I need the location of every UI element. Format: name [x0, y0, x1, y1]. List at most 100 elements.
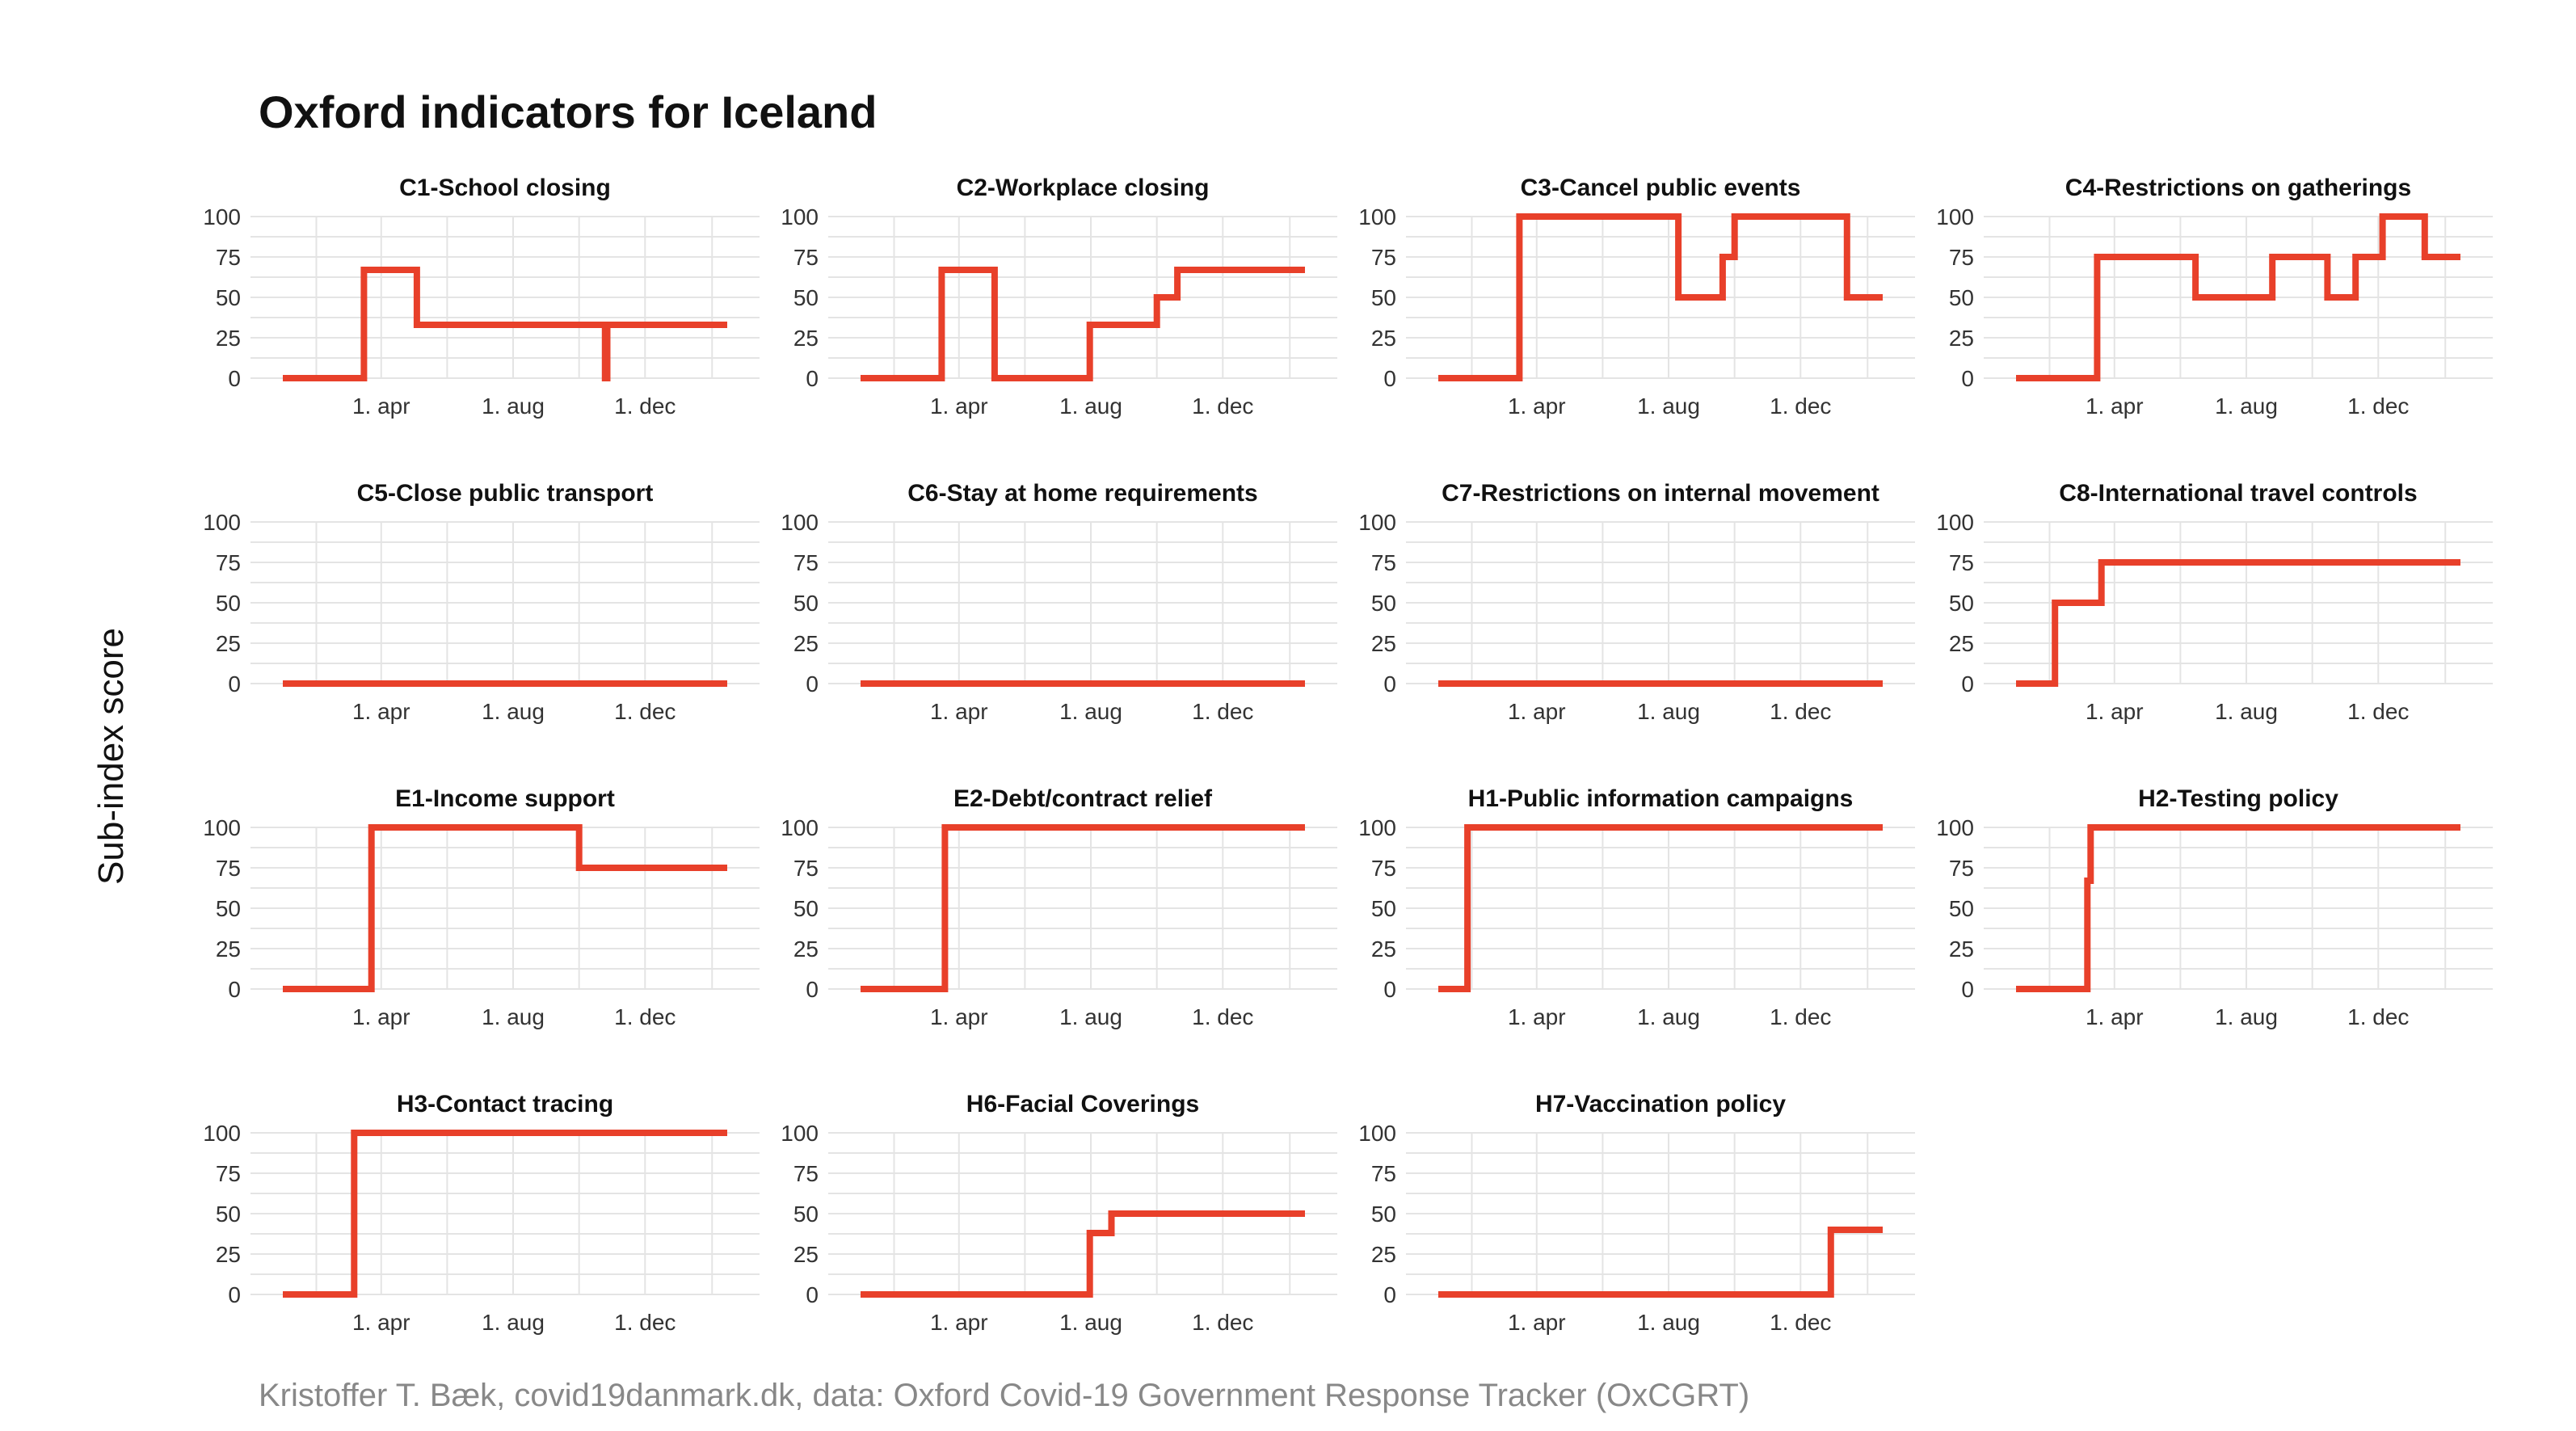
y-tick-label: 25 [216, 326, 241, 351]
y-tick-label: 75 [1371, 245, 1396, 270]
y-tick-label: 25 [1949, 631, 1974, 656]
x-tick-label: 1. aug [1637, 394, 1700, 419]
y-tick-label: 100 [781, 204, 819, 229]
x-tick-label: 1. aug [482, 1310, 545, 1335]
x-tick-label: 1. apr [930, 1004, 988, 1029]
x-tick-label: 1. aug [2215, 1004, 2278, 1029]
y-tick-label: 100 [203, 815, 241, 840]
panel-11: H1-Public information campaigns 0 25 50 75 10… [1358, 785, 1915, 1029]
panel-title: E2-Debt/contract relief [953, 785, 1213, 812]
panel-title: E1-Income support [395, 785, 615, 812]
x-tick-label: 1. apr [352, 1004, 410, 1029]
y-tick-label: 0 [1383, 366, 1396, 391]
x-tick-label: 1. dec [614, 699, 676, 724]
y-tick-label: 75 [793, 245, 819, 270]
panel-title: H6-Facial Coverings [966, 1091, 1199, 1117]
x-tick-label: 1. aug [482, 699, 545, 724]
facet-panels: C1-School closing 0 25 50 75 100 1. apr 1. aug 1… [203, 175, 2493, 1335]
series-line [1438, 213, 1883, 381]
panel-title: C6-Stay at home requirements [907, 480, 1257, 507]
x-tick-label: 1. apr [930, 699, 988, 724]
y-tick-label: 75 [793, 856, 819, 881]
panel-title: C3-Cancel public events [1521, 175, 1801, 201]
y-tick-label: 0 [806, 1282, 819, 1307]
y-tick-label: 50 [1949, 285, 1974, 310]
y-tick-label: 50 [216, 1202, 241, 1227]
y-tick-label: 75 [793, 1161, 819, 1186]
y-tick-label: 75 [793, 550, 819, 575]
panel-title: C1-School closing [399, 175, 611, 201]
y-tick-label: 75 [1371, 550, 1396, 575]
y-tick-label: 0 [1961, 671, 1974, 697]
panel-title: H1-Public information campaigns [1468, 785, 1854, 812]
y-tick-label: 50 [216, 896, 241, 921]
y-tick-label: 25 [793, 936, 819, 962]
y-tick-label: 100 [203, 204, 241, 229]
x-tick-label: 1. dec [614, 1004, 676, 1029]
panel-9: E1-Income support 0 25 50 75 100 1. apr 1. aug 1… [203, 785, 760, 1029]
panel-10: E2-Debt/contract relief 0 25 50 75 100 1. apr 1… [781, 785, 1337, 1029]
x-tick-label: 1. apr [1508, 394, 1566, 419]
y-tick-label: 0 [806, 366, 819, 391]
y-tick-label: 0 [1383, 1282, 1396, 1307]
panel-3: C3-Cancel public events 0 25 50 75 100 1. apr 1… [1358, 175, 1915, 419]
y-tick-label: 0 [228, 1282, 241, 1307]
y-tick-label: 0 [228, 977, 241, 1002]
y-tick-label: 100 [203, 1121, 241, 1146]
y-tick-label: 25 [216, 631, 241, 656]
y-tick-label: 75 [216, 1161, 241, 1186]
series-line [861, 267, 1305, 381]
x-tick-label: 1. dec [614, 1310, 676, 1335]
y-tick-label: 75 [1949, 550, 1974, 575]
y-tick-label: 75 [1371, 856, 1396, 881]
y-tick-label: 75 [216, 245, 241, 270]
x-tick-label: 1. dec [1770, 1004, 1831, 1029]
y-tick-label: 0 [1961, 366, 1974, 391]
y-tick-label: 25 [793, 326, 819, 351]
x-tick-label: 1. apr [930, 1310, 988, 1335]
panel-6: C6-Stay at home requirements 0 25 50 75 100 1.… [781, 480, 1337, 724]
series-line [283, 1130, 727, 1298]
series-line [1438, 824, 1883, 992]
y-tick-label: 50 [793, 285, 819, 310]
y-tick-label: 25 [216, 1242, 241, 1267]
y-tick-label: 0 [228, 366, 241, 391]
panel-5: C5-Close public transport 0 25 50 75 100 1. ap… [203, 480, 760, 724]
x-tick-label: 1. apr [1508, 1004, 1566, 1029]
y-tick-label: 0 [228, 671, 241, 697]
series-line [2016, 213, 2460, 381]
x-tick-label: 1. apr [352, 394, 410, 419]
panel-14: H6-Facial Coverings 0 25 50 75 100 1. apr 1. au… [781, 1091, 1337, 1335]
x-tick-label: 1. apr [352, 1310, 410, 1335]
panel-8: C8-International travel controls 0 25 50 75 1… [1936, 480, 2493, 724]
x-tick-label: 1. dec [2347, 394, 2409, 419]
panel-title: C7-Restrictions on internal movement [1442, 480, 1879, 507]
y-tick-label: 100 [1936, 510, 1974, 535]
y-tick-label: 25 [1371, 1242, 1396, 1267]
y-tick-label: 25 [1371, 326, 1396, 351]
x-tick-label: 1. aug [1059, 394, 1122, 419]
y-tick-label: 25 [793, 1242, 819, 1267]
x-tick-label: 1. aug [1059, 1004, 1122, 1029]
y-tick-label: 100 [1936, 815, 1974, 840]
y-tick-label: 0 [1961, 977, 1974, 1002]
y-tick-label: 50 [793, 591, 819, 616]
y-tick-label: 75 [216, 550, 241, 575]
y-tick-label: 100 [1936, 204, 1974, 229]
y-tick-label: 25 [1949, 936, 1974, 962]
series-line [861, 1210, 1305, 1298]
y-tick-label: 0 [806, 977, 819, 1002]
x-tick-label: 1. dec [1770, 394, 1831, 419]
x-tick-label: 1. apr [1508, 1310, 1566, 1335]
y-tick-label: 100 [1358, 1121, 1396, 1146]
x-tick-label: 1. aug [1637, 699, 1700, 724]
panel-12: H2-Testing policy 0 25 50 75 100 1. apr 1. aug 1… [1936, 785, 2493, 1029]
x-tick-label: 1. apr [1508, 699, 1566, 724]
x-tick-label: 1. aug [1059, 1310, 1122, 1335]
y-tick-label: 25 [1371, 936, 1396, 962]
x-tick-label: 1. dec [2347, 1004, 2409, 1029]
y-tick-label: 75 [216, 856, 241, 881]
y-tick-label: 75 [1949, 245, 1974, 270]
y-tick-label: 50 [793, 1202, 819, 1227]
